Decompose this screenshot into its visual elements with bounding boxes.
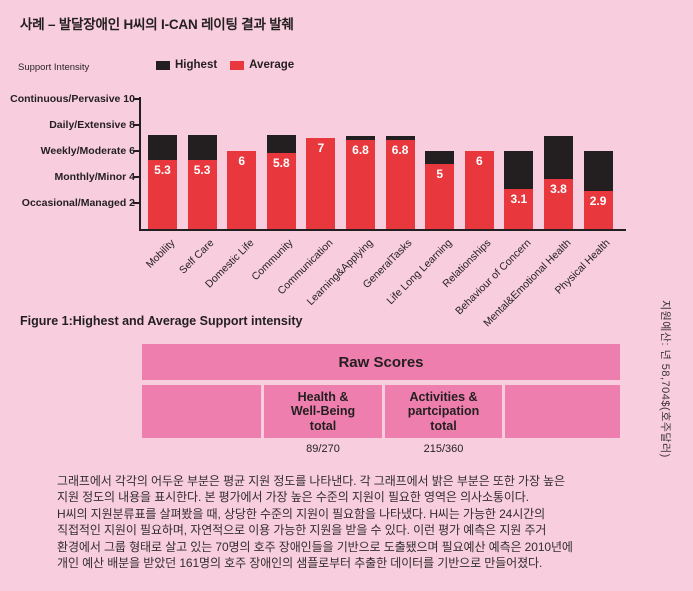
bar-value-label: 5.3 [193, 162, 211, 177]
highest-color-swatch [156, 60, 170, 70]
bar-value-label: 3.8 [550, 182, 567, 197]
bar-value-label: 7 [317, 140, 325, 155]
legend-label-highest: Highest [175, 59, 218, 71]
bar-average-segment [583, 191, 613, 229]
y-tick-mark [133, 123, 140, 126]
bar-value-label: 6 [475, 153, 483, 168]
bar-average-segment [425, 163, 455, 229]
body-paragraph: 그래프에서 각각의 어두운 부분은 평균 지원 정도를 나타낸다. 각 그래프에… [57, 474, 573, 571]
legend-label-average: Average [249, 59, 295, 71]
bar-average-segment [148, 159, 177, 229]
bar-average-segment [187, 159, 217, 229]
legend-item-average: Average [230, 59, 294, 71]
page-title: 사례 – 발달장애인 H씨의 I-CAN 레이팅 결과 발췌 [20, 17, 294, 32]
table-cell-empty-right [505, 385, 620, 438]
bar-value-label: 6.8 [352, 143, 369, 158]
table-value-empty-right [505, 443, 620, 455]
y-tick-mark [133, 97, 140, 100]
bar-average-segment [266, 153, 296, 229]
bar-average-segment [385, 140, 415, 229]
y-tick-label: Monthly/Minor 4 [54, 170, 136, 183]
bar-average-segment [227, 150, 257, 229]
budget-side-note: 지원예산: 년 58,704$(호주달러) [659, 300, 671, 458]
table-value-empty-left [142, 443, 261, 455]
legend-item-highest: Highest [156, 59, 217, 71]
raw-scores-column-row: Health & Well-Being total Activities & p… [142, 385, 620, 438]
bar-value-label: 6.8 [391, 143, 409, 158]
average-color-swatch [230, 60, 245, 70]
raw-scores-table-title: Raw Scores [142, 344, 620, 380]
x-axis-line [139, 229, 626, 231]
bar-value-label: 5.8 [272, 156, 290, 171]
bar-average-segment [464, 150, 494, 229]
figure-caption: Figure 1:Highest and Average Support int… [20, 314, 303, 328]
raw-scores-table: Raw Scores Health & Well-Being total Act… [142, 344, 620, 455]
bar-average-segment [306, 137, 336, 229]
health-wellbeing-total-value: 89/270 [306, 443, 340, 455]
bar-value-label: 6 [238, 153, 246, 168]
table-cell-activities-participation: Activities & partcipation total [385, 385, 502, 438]
y-tick-mark [133, 149, 140, 152]
y-tick-mark [133, 175, 140, 178]
y-tick-mark [133, 201, 140, 204]
table-cell-empty-left [142, 385, 261, 438]
chart-axis-title: Support Intensity [18, 62, 90, 73]
y-axis-line [139, 97, 141, 230]
chart-legend: Highest Average [156, 59, 294, 71]
bar-value-label: 5 [436, 166, 444, 181]
y-tick-label: Daily/Extensive 8 [49, 118, 135, 131]
bar-value-label: 5.3 [154, 162, 171, 177]
activities-participation-total-value: 215/360 [423, 443, 464, 455]
bar-average-segment [544, 179, 573, 229]
bar-value-label: 3.1 [510, 191, 528, 206]
y-tick-label: Occasional/Managed 2 [21, 196, 135, 209]
bar-average-segment [504, 188, 534, 229]
bar-average-segment [346, 140, 375, 229]
table-cell-health-wellbeing: Health & Well-Being total [264, 385, 382, 438]
y-tick-label: Weekly/Moderate 6 [40, 144, 135, 157]
bar-value-label: 2.9 [589, 194, 607, 209]
raw-scores-value-row: 89/270 215/360 [142, 443, 620, 455]
y-tick-label: Continuous/Pervasive 10 [10, 92, 135, 105]
